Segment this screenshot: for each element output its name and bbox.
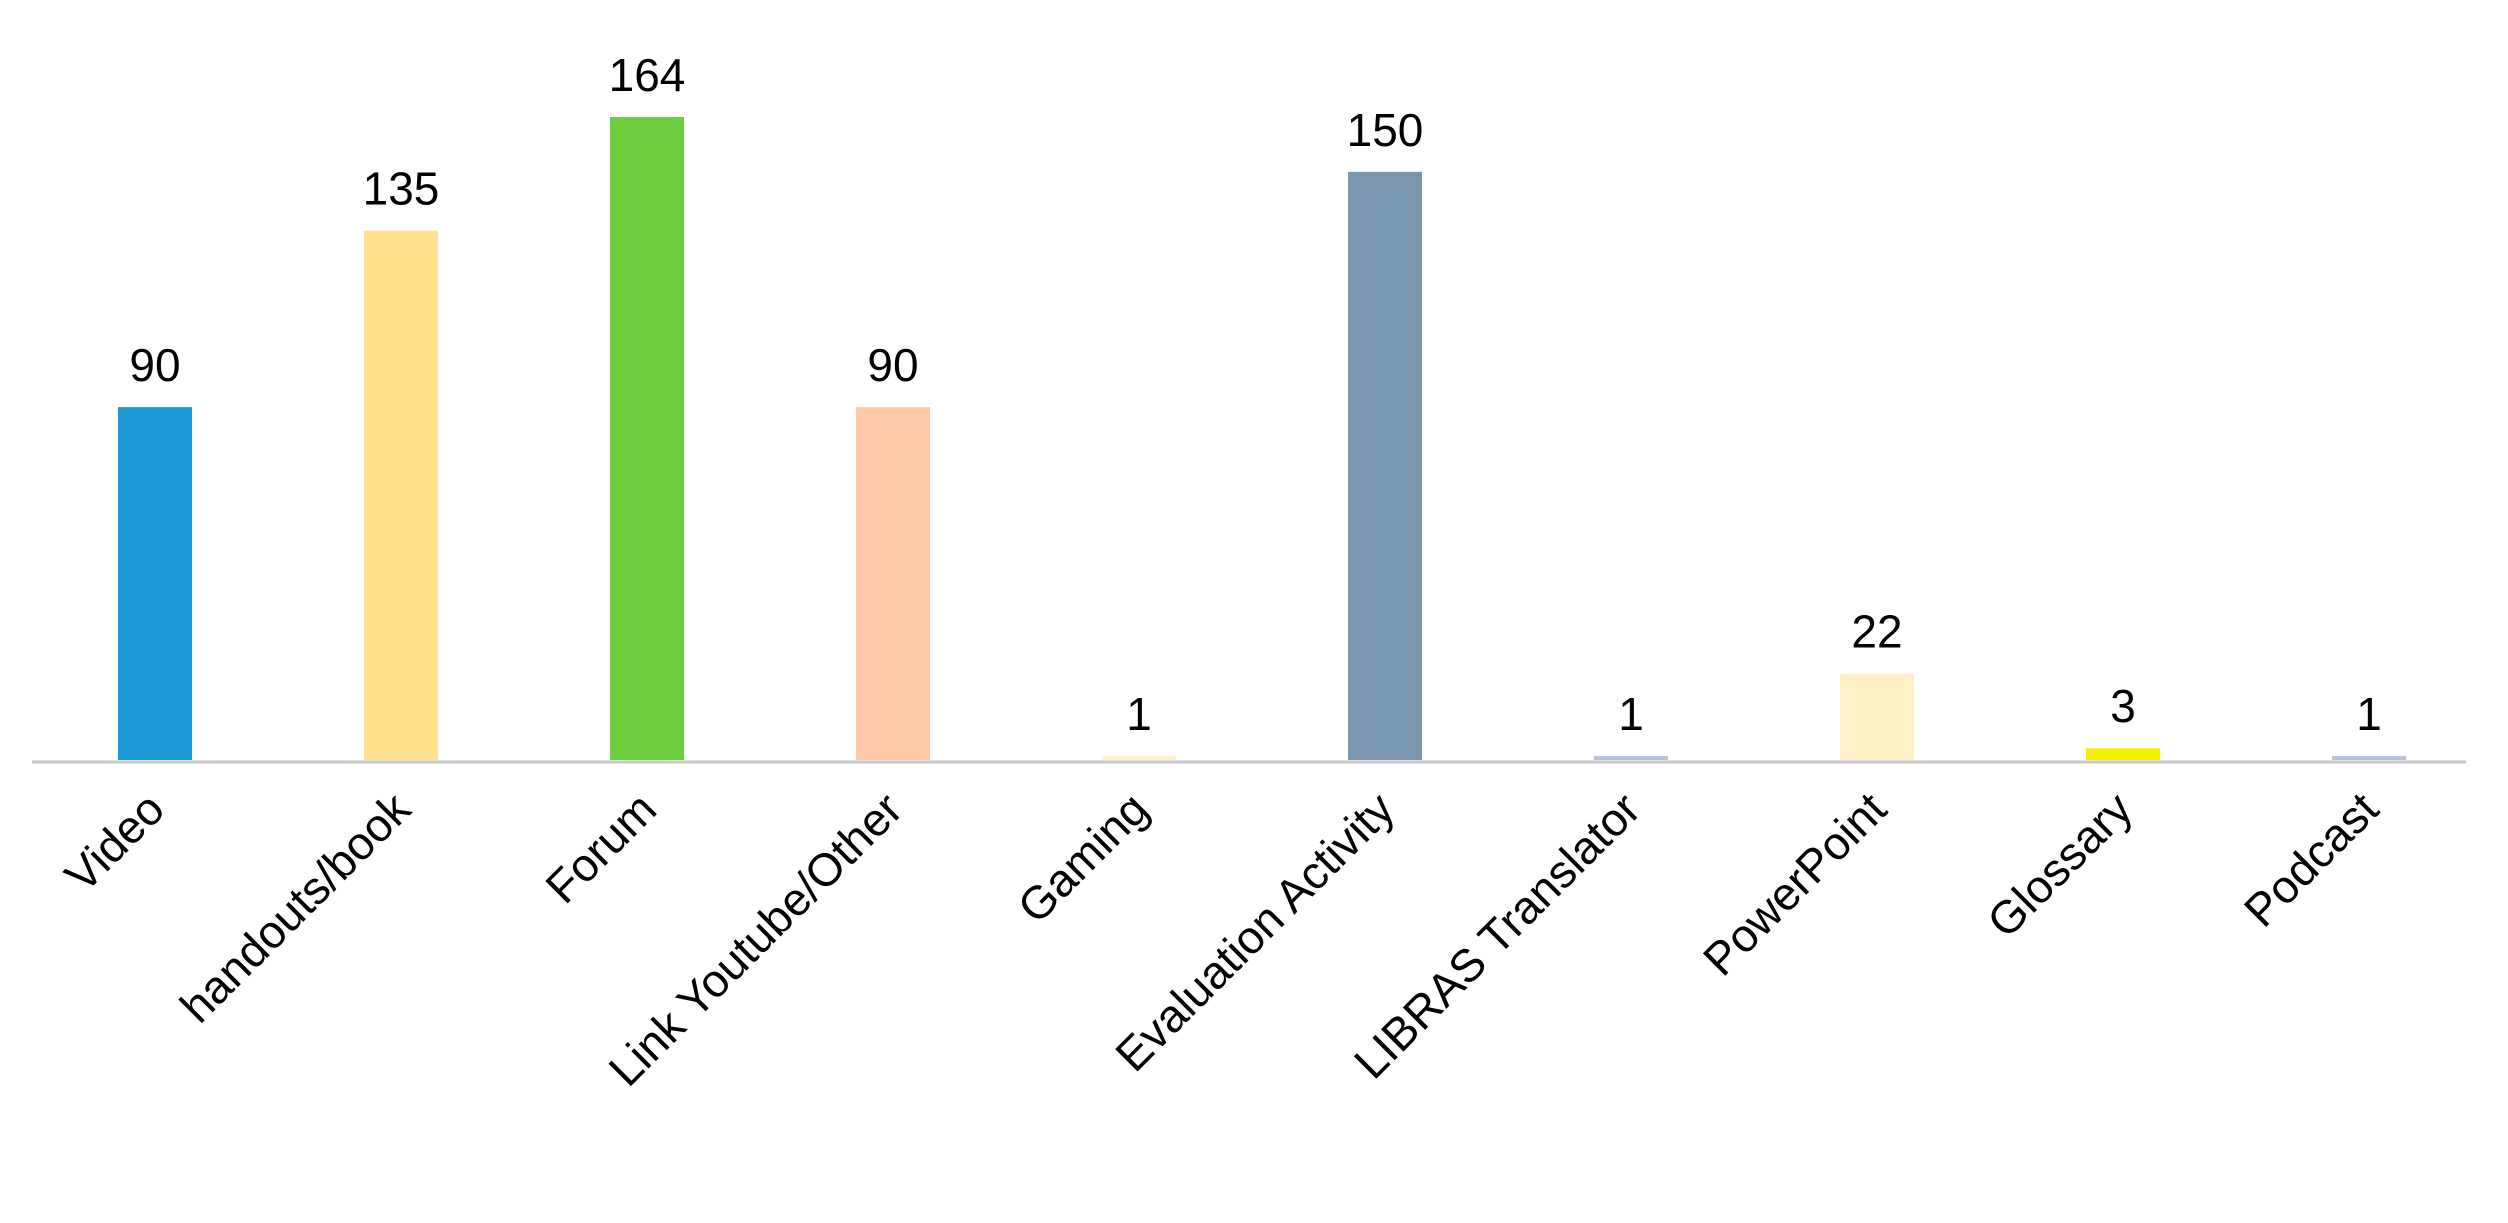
value-label: 90 — [129, 339, 180, 391]
x-tick-label: PowerPoint — [1693, 782, 1896, 985]
bar — [856, 407, 930, 760]
bar — [1840, 673, 1914, 760]
bar — [1102, 756, 1176, 760]
value-label: 1 — [2356, 688, 2382, 740]
value-label: 135 — [363, 163, 440, 215]
value-label: 1 — [1618, 688, 1644, 740]
bar — [364, 230, 438, 760]
value-label: 164 — [609, 49, 686, 101]
x-tick-label: Gaming — [1007, 782, 1158, 933]
bar — [2332, 756, 2406, 760]
value-label: 90 — [867, 339, 918, 391]
value-label: 150 — [1347, 104, 1424, 156]
value-label: 3 — [2110, 680, 2136, 732]
bar — [118, 407, 192, 760]
bar — [1348, 171, 1422, 760]
x-tick-label: handouts/book — [170, 782, 421, 1033]
value-label: 22 — [1851, 606, 1902, 658]
x-tick-label: Podcast — [2234, 782, 2388, 936]
x-tick-label: Glossary — [1977, 782, 2142, 947]
bar — [2086, 748, 2160, 760]
bar — [610, 117, 684, 760]
x-tick-label: Forum — [535, 782, 666, 913]
value-label: 1 — [1126, 688, 1152, 740]
x-tick-label: Video — [55, 782, 174, 901]
bar — [1594, 756, 1668, 760]
